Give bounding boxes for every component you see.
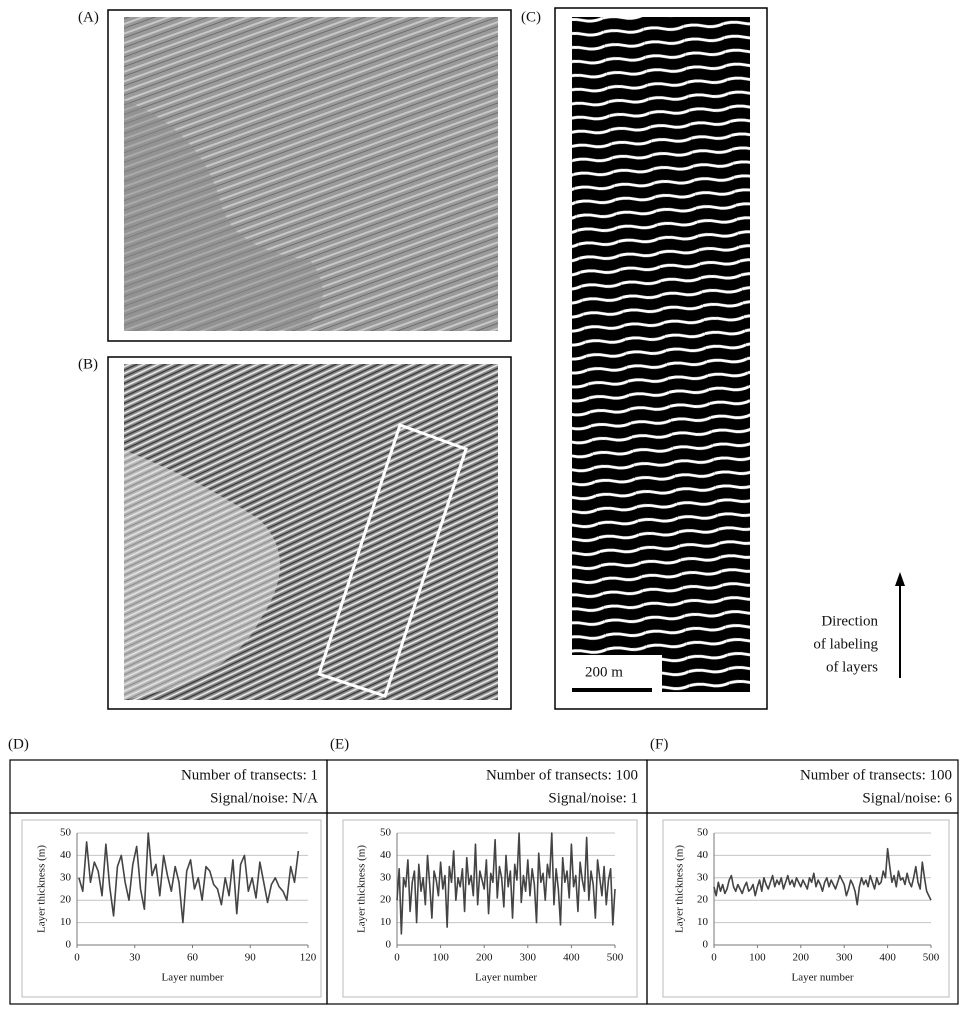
data-line (78, 832, 300, 924)
panel-c: 200 m (C) (521, 7, 768, 710)
y-tick-label: 40 (380, 849, 392, 861)
y-tick-label: 20 (697, 894, 709, 906)
y-tick-label: 20 (380, 894, 392, 906)
x-tick-label: 100 (432, 952, 449, 964)
data-line (713, 847, 932, 906)
x-tick-label: 300 (520, 952, 537, 964)
x-tick-label: 30 (129, 952, 141, 964)
header-text: Number of transects: 1 (181, 767, 318, 783)
y-tick-label: 30 (60, 871, 72, 883)
panel-label: (A) (78, 9, 99, 25)
panel-a: (A) (78, 9, 512, 342)
y-axis-label: Layer thickness (m) (674, 845, 686, 933)
plot-frame (342, 819, 638, 998)
x-tick-label: 200 (793, 952, 810, 964)
header-text: Signal/noise: 6 (862, 790, 952, 806)
header-text: Signal/noise: 1 (548, 790, 638, 806)
y-tick-label: 40 (60, 849, 72, 861)
panel-label: (E) (330, 736, 349, 752)
y-tick-label: 50 (380, 827, 392, 839)
x-tick-label: 400 (563, 952, 580, 964)
y-tick-label: 50 (697, 827, 709, 839)
y-tick-label: 0 (386, 939, 392, 951)
image-shade (124, 100, 323, 331)
x-tick-label: 500 (607, 952, 624, 964)
panel-frame (554, 7, 768, 710)
x-tick-label: 60 (187, 952, 199, 964)
y-tick-label: 0 (66, 939, 72, 951)
x-tick-label: 300 (836, 952, 853, 964)
selection-box (317, 423, 468, 698)
plot-frame (662, 819, 950, 998)
panel-frame (107, 9, 512, 342)
panel-label: (B) (78, 356, 98, 372)
y-tick-label: 30 (697, 871, 709, 883)
header-text: Number of transects: 100 (486, 767, 638, 783)
plot-frame (21, 819, 322, 998)
chart-box (646, 812, 959, 1005)
x-axis-label: Layer number (162, 972, 224, 984)
x-tick-label: 400 (879, 952, 896, 964)
y-tick-label: 30 (380, 871, 392, 883)
x-axis-label: Layer number (475, 972, 537, 984)
y-tick-label: 50 (60, 827, 72, 839)
panel-label: (C) (521, 9, 541, 25)
scale-bar-label: 200 m (585, 664, 623, 680)
x-tick-label: 0 (74, 952, 80, 964)
chart-panel: (D) Number of transects: 1 Signal/noise: N… (8, 736, 328, 1005)
axis: 0 10 20 30 40 50 0 30 60 90 120 Layer number Layer t… (36, 827, 317, 984)
x-tick-label: 90 (245, 952, 257, 964)
chart-panel: (F) Number of transects: 100 Signal/noise:… (646, 736, 959, 1005)
x-tick-label: 120 (300, 952, 317, 964)
y-tick-label: 10 (697, 916, 709, 928)
y-tick-label: 10 (60, 916, 72, 928)
y-axis-label: Layer thickness (m) (36, 845, 48, 933)
x-tick-label: 200 (476, 952, 493, 964)
y-tick-label: 10 (380, 916, 392, 928)
data-line (396, 832, 616, 935)
header-text: Number of transects: 100 (800, 767, 952, 783)
y-tick-label: 0 (703, 939, 709, 951)
x-tick-label: 0 (711, 952, 717, 964)
chart-panel: (E) Number of transects: 100 Signal/noise:… (326, 736, 648, 1005)
x-tick-label: 500 (923, 952, 940, 964)
direction-note: Direction of labeling of layers (813, 572, 905, 678)
panel-frame (107, 356, 512, 710)
image-shade (124, 450, 280, 700)
header-text: Signal/noise: N/A (210, 790, 318, 806)
panel-label: (F) (650, 736, 668, 752)
panel-label: (D) (8, 736, 29, 752)
y-axis-label: Layer thickness (m) (356, 845, 368, 933)
note-line: of labeling (813, 636, 878, 652)
x-axis-label: Layer number (792, 972, 854, 984)
arrow-head (895, 572, 905, 586)
y-tick-label: 20 (60, 894, 72, 906)
x-tick-label: 0 (394, 952, 400, 964)
y-tick-label: 40 (697, 849, 709, 861)
note-line: of layers (826, 659, 878, 675)
x-tick-label: 100 (749, 952, 766, 964)
note-line: Direction (821, 613, 878, 629)
panel-b: (B) (78, 356, 512, 710)
image-c (572, 17, 750, 692)
